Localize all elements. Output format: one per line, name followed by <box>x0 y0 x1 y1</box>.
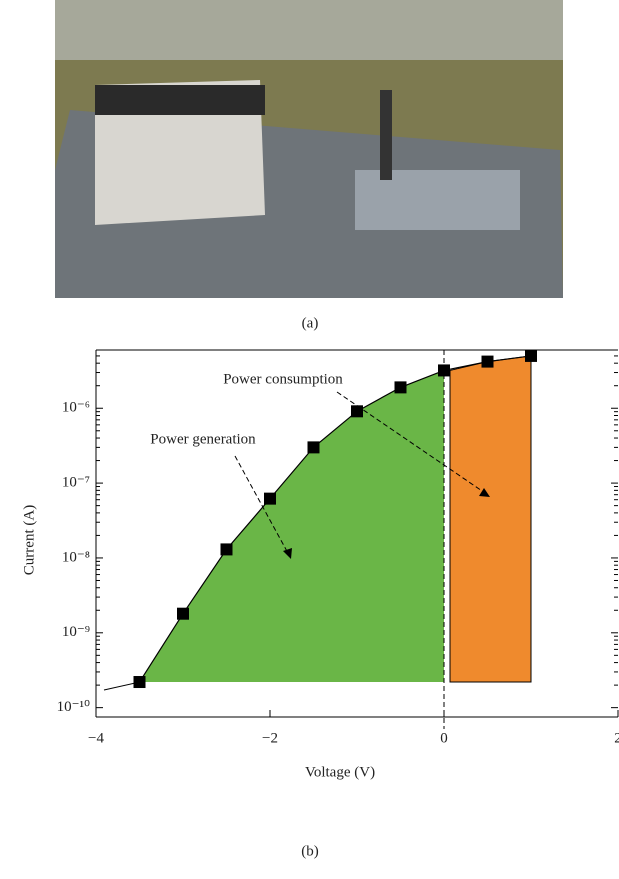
y-tick-label: 10⁻⁸ <box>62 549 90 565</box>
marker <box>177 607 189 620</box>
marker <box>264 492 276 505</box>
caption: (a) <box>302 315 319 331</box>
annotation: Power generation <box>150 431 256 447</box>
marker <box>220 543 233 556</box>
consumption-area <box>449 355 532 683</box>
x-tick-label: 0 <box>440 730 448 746</box>
y-tick-label: 10⁻¹⁰ <box>57 699 90 715</box>
fit-line <box>138 355 532 683</box>
marker <box>481 355 494 368</box>
y-tick-label: 10⁻⁹ <box>62 624 90 640</box>
marker <box>133 676 146 689</box>
x-tick-label: 2 <box>614 730 619 746</box>
annotation-arrow <box>234 455 290 556</box>
arrow-head <box>479 488 490 497</box>
x-axis-label: Voltage (V) <box>305 764 375 780</box>
annotation: Power consumption <box>223 371 343 387</box>
marker <box>307 441 320 454</box>
marker <box>351 405 363 418</box>
marker <box>525 349 537 362</box>
x-tick-label: −2 <box>262 730 278 746</box>
generation-area <box>139 370 444 683</box>
caption: (b) <box>301 843 319 859</box>
x-tick-label: −4 <box>88 730 104 746</box>
y-tick-label: 10⁻⁷ <box>62 475 90 491</box>
annotation-arrow <box>336 391 489 496</box>
y-axis-label: Current (A) <box>21 505 37 575</box>
marker <box>394 381 407 394</box>
arrow-head <box>283 548 292 559</box>
marker <box>438 364 450 377</box>
photo <box>55 0 563 298</box>
y-tick-label: 10⁻⁶ <box>62 400 90 416</box>
